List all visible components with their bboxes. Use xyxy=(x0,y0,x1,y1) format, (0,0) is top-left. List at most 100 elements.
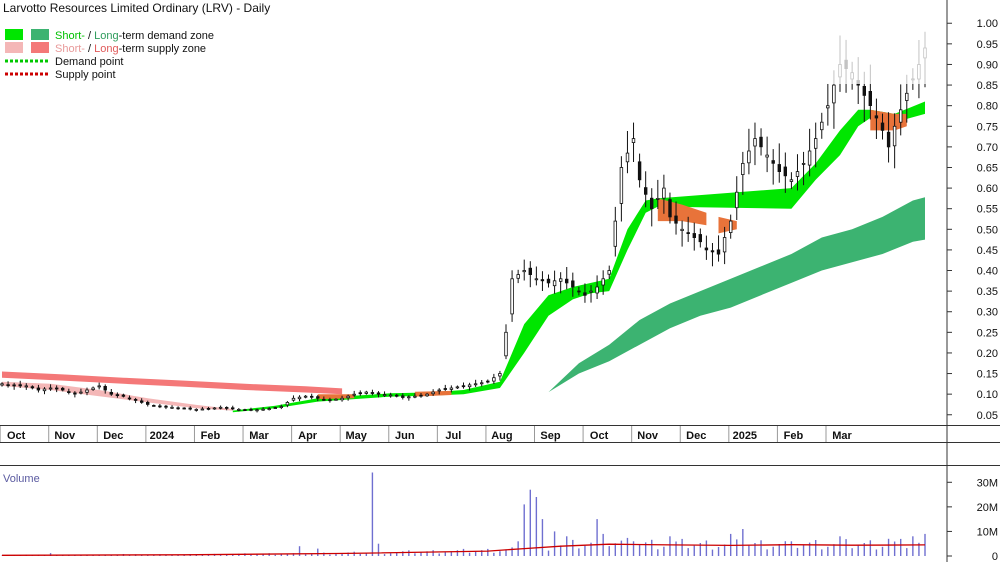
candle-body xyxy=(686,232,690,235)
candle-body xyxy=(486,380,490,383)
candle xyxy=(741,151,745,195)
candles xyxy=(0,31,927,413)
candle xyxy=(516,269,520,284)
candle-body xyxy=(297,396,302,400)
candle xyxy=(394,393,399,398)
price-tick-label: 0.80 xyxy=(977,101,998,113)
candle-body xyxy=(613,220,617,247)
candle xyxy=(443,384,447,391)
candle-body xyxy=(322,398,326,401)
candle-body xyxy=(729,220,733,234)
month-label: Feb xyxy=(784,430,804,442)
candle xyxy=(55,385,59,393)
candle xyxy=(571,272,575,297)
candle-body xyxy=(735,191,739,209)
candle xyxy=(510,270,514,322)
candle-body xyxy=(449,387,454,390)
candle xyxy=(631,122,636,162)
candle-body xyxy=(528,267,532,276)
candle-body xyxy=(577,290,581,293)
candle-body xyxy=(510,278,514,315)
candle-body xyxy=(674,215,678,224)
candle-body xyxy=(644,187,648,195)
candle xyxy=(601,270,605,295)
candle-body xyxy=(182,407,186,410)
candle-body xyxy=(170,406,174,409)
volume-tick-label: 30M xyxy=(977,477,998,489)
candle xyxy=(552,270,557,294)
candle xyxy=(206,406,211,411)
candle-body xyxy=(783,166,787,177)
candle xyxy=(710,243,715,267)
candle-body xyxy=(291,397,296,401)
candle-body xyxy=(668,199,672,218)
candle-body xyxy=(370,392,375,394)
candle xyxy=(765,136,769,173)
candle xyxy=(30,385,35,390)
candle-body xyxy=(473,383,478,386)
volume-tick-label: 0 xyxy=(992,551,998,562)
candle xyxy=(18,380,22,388)
candle xyxy=(218,405,223,410)
candle xyxy=(534,266,539,286)
candle-body xyxy=(279,406,283,409)
candle-body xyxy=(625,152,630,163)
candle xyxy=(795,154,800,191)
candle-body xyxy=(826,105,830,109)
chart-title: Larvotto Resources Limited Ordinary (LRV… xyxy=(3,1,270,15)
candle-body xyxy=(85,389,89,393)
supply-zone-overlap-0 xyxy=(317,394,355,400)
candle xyxy=(650,188,654,227)
candle-body xyxy=(540,279,545,282)
candle-body xyxy=(747,150,751,164)
candle xyxy=(807,128,812,177)
price-tick-label: 0.45 xyxy=(977,245,998,257)
candle xyxy=(182,407,186,410)
candle xyxy=(473,379,478,387)
candle xyxy=(97,382,101,390)
month-label: Mar xyxy=(832,430,852,442)
candle-body xyxy=(431,391,435,395)
month-label: Oct xyxy=(590,430,609,442)
candle xyxy=(109,389,113,396)
candle xyxy=(194,408,198,412)
candle-body xyxy=(467,384,472,388)
candle-body xyxy=(334,398,338,401)
legend-supply-point: Supply point xyxy=(55,69,116,81)
price-y-axis: 1.00 0.95 0.90 0.85 0.80 0.75 0.70 0.65 0.60 0.55… xyxy=(947,18,998,422)
candle xyxy=(121,393,126,398)
candle xyxy=(486,379,490,384)
candle-body xyxy=(230,407,235,410)
candle-body xyxy=(565,278,569,284)
candle-body xyxy=(261,408,265,411)
candle xyxy=(716,235,721,262)
candle xyxy=(382,391,387,397)
candle-body xyxy=(218,406,223,409)
candle xyxy=(540,271,545,291)
candle xyxy=(886,112,891,163)
candle-body xyxy=(36,387,41,391)
candle-body xyxy=(546,278,551,284)
candle-body xyxy=(97,385,101,388)
candle-body xyxy=(12,384,16,387)
candle-body xyxy=(905,92,909,101)
candle-body xyxy=(133,398,138,401)
candle-body xyxy=(771,160,775,164)
month-label: Oct xyxy=(7,430,26,442)
candle xyxy=(625,131,630,174)
candle-body xyxy=(267,408,271,411)
candle-body xyxy=(559,278,563,282)
month-label: Sep xyxy=(540,430,560,442)
candle xyxy=(826,83,830,126)
candle-body xyxy=(18,384,22,387)
candle xyxy=(437,388,441,395)
candle-body xyxy=(656,197,660,200)
candle xyxy=(376,391,381,398)
candle xyxy=(644,171,648,208)
candle xyxy=(595,275,599,299)
candle-body xyxy=(164,405,168,408)
month-x-axis: Oct Nov Dec 2024 Feb Mar Apr May Jun Jul Aug Sep Oct… xyxy=(0,426,852,442)
candle-body xyxy=(419,394,423,397)
candle xyxy=(425,392,429,397)
candle xyxy=(467,382,472,391)
